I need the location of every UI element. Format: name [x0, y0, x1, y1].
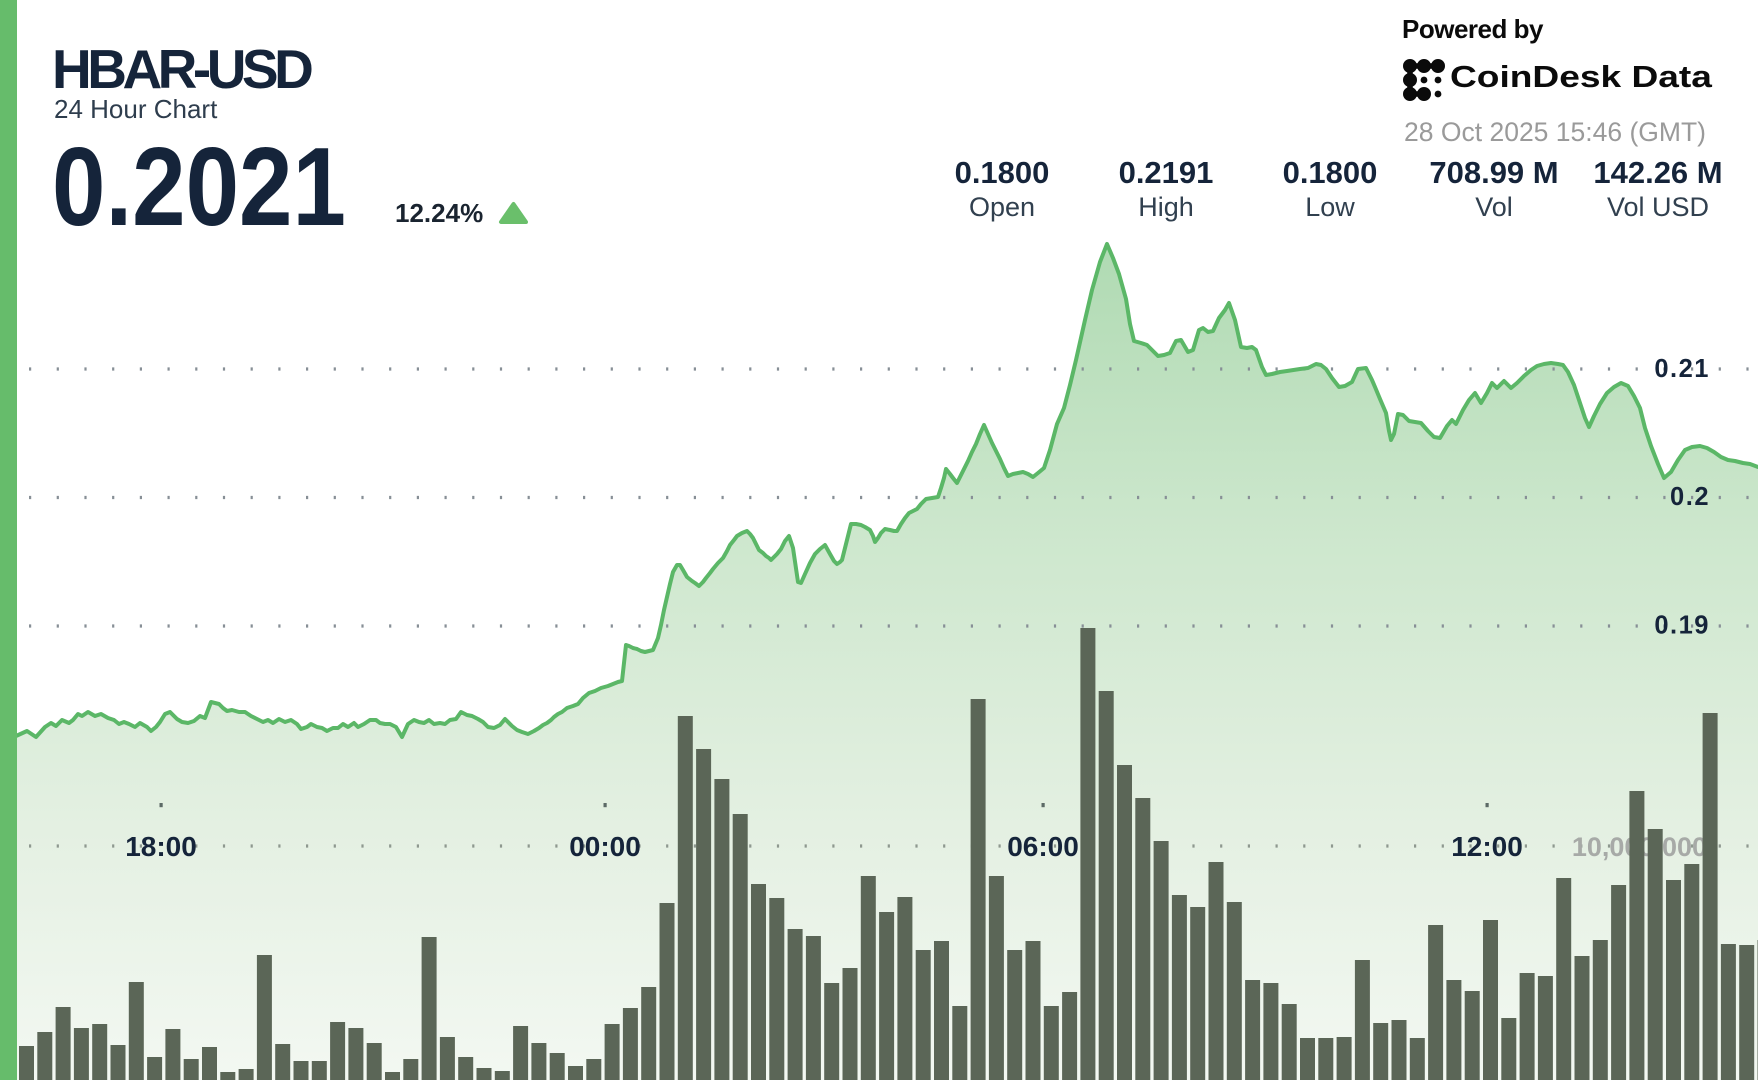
svg-text:HBAR-USD: HBAR-USD — [52, 38, 312, 100]
svg-text:06:00: 06:00 — [1007, 831, 1079, 862]
svg-text:12:00: 12:00 — [1451, 831, 1523, 862]
svg-text:Open: Open — [969, 192, 1035, 222]
svg-text:708.99 M: 708.99 M — [1429, 155, 1558, 190]
svg-text:High: High — [1138, 192, 1194, 222]
svg-text:0.1800: 0.1800 — [1283, 155, 1378, 190]
svg-text:0.2191: 0.2191 — [1119, 155, 1214, 190]
svg-text:24 Hour Chart: 24 Hour Chart — [54, 94, 218, 124]
svg-text:Powered by: Powered by — [1402, 14, 1544, 44]
svg-text:12.24%: 12.24% — [395, 198, 483, 228]
svg-text:0.2: 0.2 — [1670, 483, 1710, 511]
svg-text:00:00: 00:00 — [569, 831, 641, 862]
svg-text:0.19: 0.19 — [1654, 612, 1710, 640]
svg-text:Vol USD: Vol USD — [1607, 192, 1709, 222]
svg-text:CoinDesk Data: CoinDesk Data — [1450, 60, 1713, 94]
svg-text:Low: Low — [1305, 192, 1355, 222]
svg-text:0.1800: 0.1800 — [955, 155, 1050, 190]
svg-text:142.26 M: 142.26 M — [1593, 155, 1722, 190]
svg-text:28 Oct 2025 15:46 (GMT): 28 Oct 2025 15:46 (GMT) — [1404, 117, 1706, 147]
svg-text:18:00: 18:00 — [125, 831, 197, 862]
svg-text:0.21: 0.21 — [1654, 355, 1710, 383]
svg-text:Vol: Vol — [1475, 192, 1513, 222]
svg-text:0.2021: 0.2021 — [52, 126, 346, 250]
